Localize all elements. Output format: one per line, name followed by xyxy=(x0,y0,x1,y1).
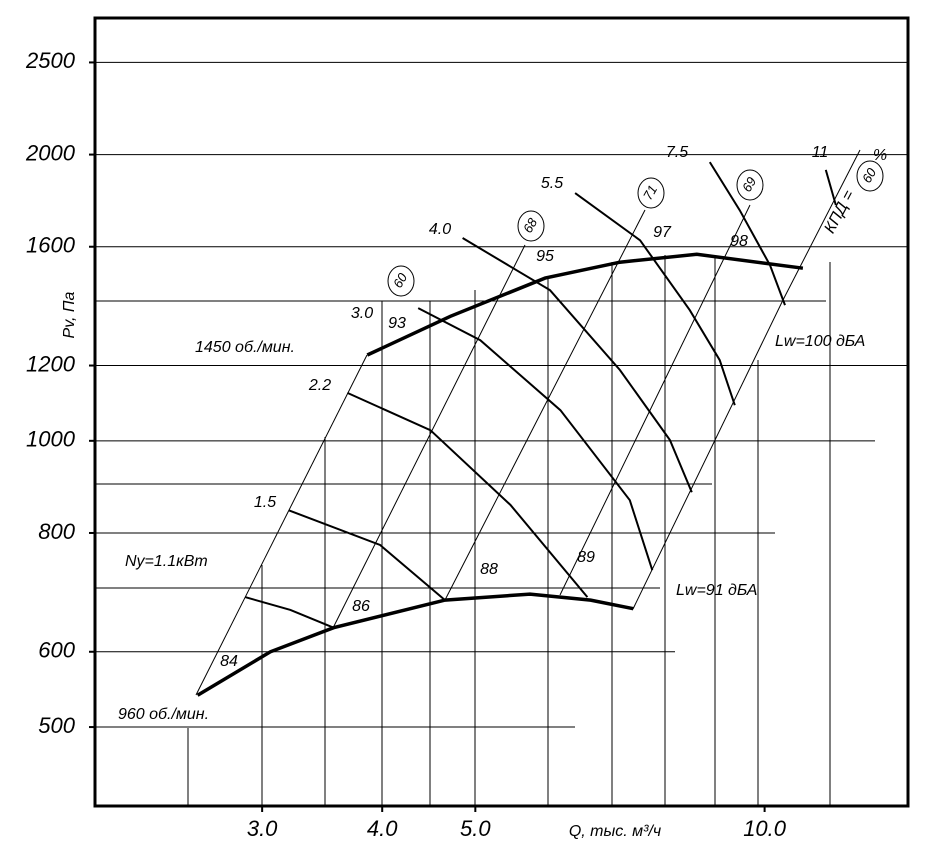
curve xyxy=(574,192,736,406)
x-tick-label: 10.0 xyxy=(743,816,787,841)
y-tick-label: 2000 xyxy=(25,140,76,165)
curve xyxy=(462,237,693,493)
efficiency-circle xyxy=(637,177,665,209)
annotation: 71 xyxy=(640,182,660,202)
curve xyxy=(288,509,446,601)
curve xyxy=(417,307,654,571)
annotation: 68 xyxy=(520,215,541,236)
efficiency-circle xyxy=(387,265,415,297)
y-axis-label: Pv, Па xyxy=(61,291,78,338)
annotation: Lw=91 дБА xyxy=(676,582,757,599)
curve-label: 2.2 xyxy=(308,377,331,394)
y-tick-label: 1600 xyxy=(26,233,76,258)
efficiency-line xyxy=(332,244,526,629)
curve-label: 5.5 xyxy=(541,175,563,192)
x-tick-label: 5.0 xyxy=(460,816,491,841)
efficiency-circle xyxy=(856,160,884,192)
annotation: 86 xyxy=(352,598,370,615)
curve xyxy=(244,596,334,629)
efficiency-circle xyxy=(736,169,764,201)
curve xyxy=(708,161,786,306)
annotation: 93 xyxy=(388,315,406,332)
y-tick-label: 1200 xyxy=(26,351,76,376)
annotation: 69 xyxy=(739,174,759,194)
curve xyxy=(824,169,837,206)
boundary-line xyxy=(632,299,784,610)
efficiency-line xyxy=(444,209,646,601)
curve-label: 11 xyxy=(812,144,829,161)
x-axis-label: Q, тыс. м³/ч xyxy=(569,823,661,840)
annotation: 97 xyxy=(653,224,672,241)
annotation: 84 xyxy=(220,653,238,670)
annotation: КПД = xyxy=(821,188,858,237)
nomogram-lines xyxy=(95,149,861,806)
efficiency-line xyxy=(782,149,861,301)
x-tick-label: 4.0 xyxy=(367,816,398,841)
y-tick-label: 600 xyxy=(38,638,75,663)
annotation: 60 xyxy=(859,165,880,186)
annotation: 60 xyxy=(390,270,411,291)
curve-label: 1.5 xyxy=(254,494,276,511)
annotation: 89 xyxy=(577,549,595,566)
curve-label: 960 об./мин. xyxy=(118,706,209,723)
efficiency-line xyxy=(195,354,368,696)
curve-label: 4.0 xyxy=(429,221,451,238)
annotation: 95 xyxy=(536,248,554,265)
curve-label: 3.0 xyxy=(351,305,373,322)
annotation: Lw=100 дБА xyxy=(775,333,865,350)
curve xyxy=(366,252,804,357)
curve-label: 7.5 xyxy=(666,144,688,161)
curve-label: 1450 об./мин. xyxy=(195,339,295,356)
annotation: 98 xyxy=(730,233,748,250)
curve xyxy=(346,391,589,598)
efficiency-line xyxy=(559,204,751,596)
efficiency-circle xyxy=(517,210,545,242)
y-tick-label: 500 xyxy=(38,713,75,738)
annotation: % xyxy=(873,147,887,164)
curve xyxy=(196,592,634,697)
annotation: 88 xyxy=(480,561,498,578)
y-tick-label: 1000 xyxy=(26,427,76,452)
x-tick-label: 3.0 xyxy=(247,816,278,841)
curve-label: Ny=1.1кВт xyxy=(125,553,208,570)
plot-frame xyxy=(93,16,910,808)
y-tick-label: 2500 xyxy=(25,48,76,73)
y-tick-label: 800 xyxy=(38,519,75,544)
